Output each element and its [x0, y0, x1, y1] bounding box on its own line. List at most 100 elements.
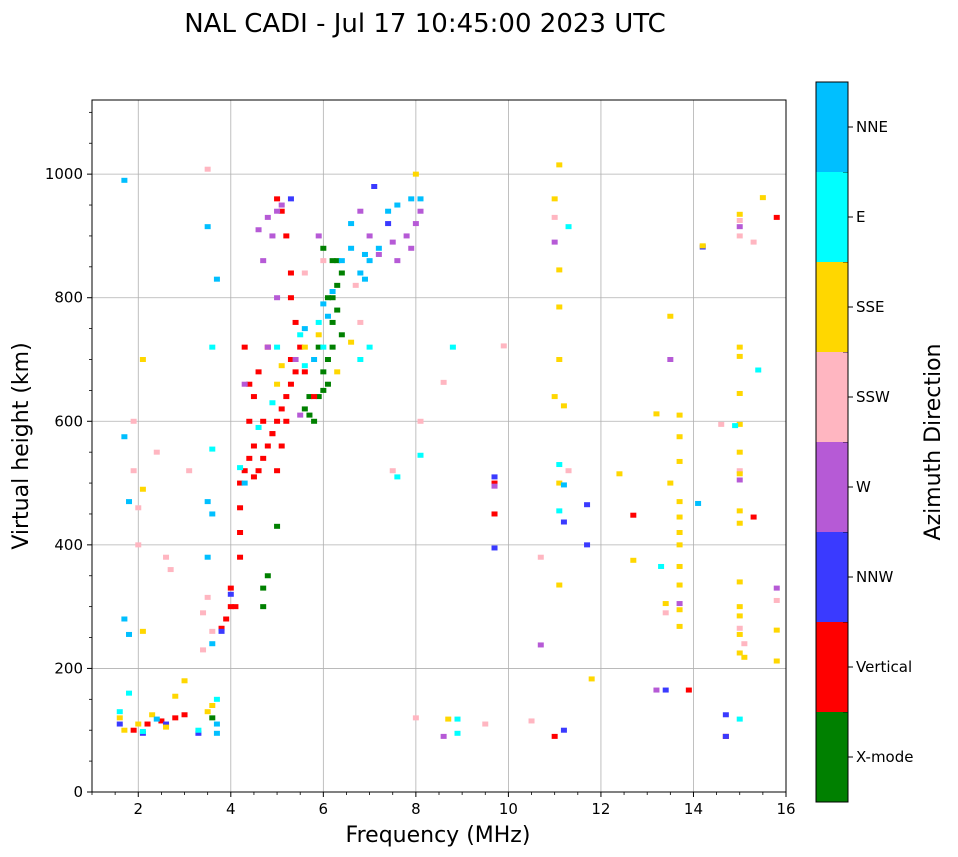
echo-point: [297, 332, 304, 338]
echo-point: [551, 394, 558, 400]
echo-point: [237, 465, 244, 471]
echo-point: [556, 462, 563, 468]
echo-point: [255, 227, 262, 233]
colorbar-segment: [816, 442, 848, 532]
x-tick-label: 14: [684, 800, 703, 818]
echo-point: [255, 369, 262, 375]
echo-point: [301, 406, 308, 412]
echo-point: [676, 542, 683, 548]
echo-point: [417, 452, 424, 458]
echo-point: [274, 523, 281, 529]
echo-point: [334, 258, 341, 264]
echo-point: [334, 307, 341, 313]
colorbar-tick-label: X-mode: [856, 748, 913, 766]
y-tick-label: 1000: [45, 165, 83, 183]
echo-point: [528, 718, 535, 724]
echo-point: [320, 245, 327, 251]
echo-point: [195, 730, 202, 736]
echo-point: [338, 270, 345, 276]
echo-point: [699, 243, 706, 249]
echo-point: [371, 184, 378, 189]
echo-point: [172, 715, 179, 721]
echo-point: [301, 344, 308, 350]
echo-point: [736, 421, 743, 427]
echo-point: [412, 715, 419, 721]
echo-point: [491, 480, 498, 486]
echo-point: [139, 728, 146, 734]
echo-point: [278, 202, 285, 208]
echo-point: [653, 411, 660, 417]
echo-point: [116, 715, 123, 721]
echo-point: [584, 542, 591, 548]
echo-point: [736, 217, 743, 223]
echo-point: [329, 344, 336, 350]
echo-point: [246, 418, 253, 424]
echo-point: [718, 421, 725, 427]
echo-point: [408, 245, 415, 251]
x-tick-label: 10: [499, 800, 518, 818]
echo-point: [153, 449, 160, 455]
echo-point: [209, 703, 216, 708]
echo-point: [551, 733, 558, 739]
echo-point: [551, 196, 558, 202]
echo-point: [121, 177, 128, 183]
echo-point: [246, 455, 253, 461]
echo-point: [732, 423, 739, 429]
echo-point: [320, 344, 327, 350]
echo-point: [417, 196, 424, 202]
echo-point: [200, 647, 207, 653]
echo-point: [274, 418, 281, 424]
echo-point: [676, 458, 683, 464]
echo-point: [255, 424, 262, 430]
echo-point: [269, 431, 276, 437]
echo-point: [676, 434, 683, 440]
echo-point: [385, 221, 392, 227]
echo-point: [320, 387, 327, 393]
echo-point: [736, 520, 743, 526]
echo-point: [163, 554, 170, 560]
echo-point: [394, 202, 401, 208]
echo-point: [454, 730, 461, 736]
colorbar-label: Azimuth Direction: [921, 343, 946, 540]
echo-point: [144, 721, 151, 727]
echo-point: [204, 554, 211, 560]
echo-point: [565, 468, 572, 474]
colorbar-segment: [816, 712, 848, 802]
echo-point: [324, 313, 331, 319]
echo-point: [301, 326, 308, 332]
y-tick-label: 200: [54, 659, 83, 677]
chart-title: NAL CADI - Jul 17 10:45:00 2023 UTC: [184, 9, 666, 39]
echo-point: [565, 224, 572, 230]
x-tick-label: 12: [591, 800, 610, 818]
y-tick-label: 400: [54, 536, 83, 554]
echo-point: [121, 616, 128, 622]
echo-point: [736, 224, 743, 230]
colorbar-segment: [816, 532, 848, 622]
echo-point: [560, 403, 567, 409]
echo-point: [676, 607, 683, 613]
echo-point: [209, 446, 216, 452]
echo-point: [283, 233, 290, 239]
echo-points: [116, 162, 780, 739]
y-tick-label: 600: [54, 412, 83, 430]
colorbar: X-mode Vertical NNW W SSW SSE E NNE: [815, 81, 913, 803]
x-tick-label: 4: [226, 800, 236, 818]
echo-point: [662, 601, 669, 607]
echo-point: [181, 678, 188, 684]
echo-point: [163, 721, 170, 727]
echo-point: [736, 233, 743, 239]
echo-point: [246, 381, 253, 387]
echo-point: [324, 357, 331, 362]
echo-point: [440, 733, 447, 739]
echo-point: [209, 641, 216, 647]
colorbar-tick-label: SSW: [856, 388, 890, 406]
echo-point: [560, 727, 567, 733]
echo-point: [412, 221, 419, 227]
echo-point: [311, 357, 318, 362]
echo-point: [130, 468, 137, 474]
echo-point: [537, 642, 544, 648]
echo-point: [695, 500, 702, 506]
echo-point: [153, 716, 160, 722]
echo-point: [551, 214, 558, 220]
